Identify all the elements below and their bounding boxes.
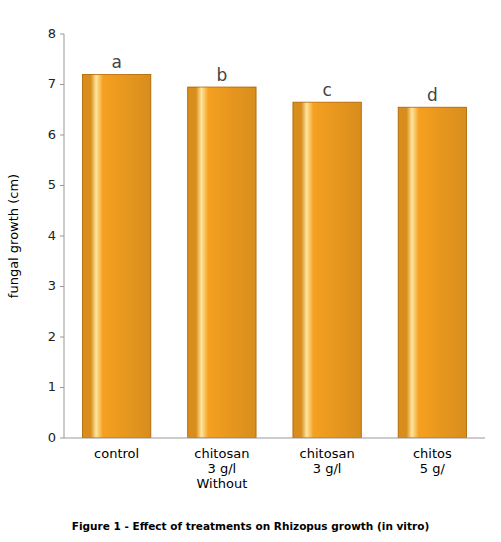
y-tick-label: 5 [48,177,56,192]
y-tick [60,135,64,136]
chart: 0 1 2 3 4 5 6 7 8 a b c d control chitosan3 g/lWithout… [0,0,501,542]
y-tick-label: 6 [48,127,56,142]
y-tick [60,84,64,85]
y-tick [60,286,64,287]
y-tick-label: 2 [48,329,56,344]
x-tick-label: chitosan3 g/l [300,446,355,476]
x-tick-label: chitosan3 g/lWithout [194,446,249,491]
bar-shading [82,74,150,438]
bar [293,102,361,438]
bar-shading [293,102,361,438]
bar-annotation: b [216,65,227,85]
x-axis [64,438,485,439]
bar [398,107,466,438]
y-tick [60,337,64,338]
bar [188,87,256,438]
y-tick-label: 1 [48,379,56,394]
y-tick-label: 0 [48,430,56,445]
y-tick [60,34,64,35]
bars [82,74,466,438]
y-tick-label: 4 [48,228,56,243]
y-axis [64,34,65,438]
bar-annotation: c [322,80,331,100]
bar [82,74,150,438]
x-tick-label: chitos5 g/ [413,446,452,476]
y-tick-label: 3 [48,278,56,293]
y-tick [60,185,64,186]
y-tick-label: 8 [48,26,56,41]
x-tick-label: control [94,446,139,461]
chart-container: 0 1 2 3 4 5 6 7 8 a b c d control chitosan3 g/lWithout… [0,0,501,542]
y-tick-label: 7 [48,76,56,91]
y-axis-label: fungal growth (cm) [6,174,21,298]
bar-annotation: a [111,52,121,72]
caption: Figure 1 - Effect of treatments on Rhizo… [72,520,429,532]
bar-annotation: d [427,85,438,105]
bar-shading [398,107,466,438]
y-tick [60,438,64,439]
y-tick [60,236,64,237]
y-tick [60,387,64,388]
bar-shading [188,87,256,438]
